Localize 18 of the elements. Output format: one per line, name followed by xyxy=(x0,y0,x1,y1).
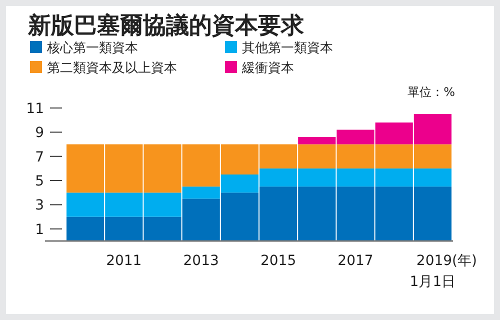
legend-label: 其他第一類資本 xyxy=(242,41,333,56)
y-tick-label: 5 xyxy=(35,174,44,190)
legend-label: 第二類資本及以上資本 xyxy=(47,61,177,76)
y-tick-label: 11 xyxy=(26,101,44,117)
x-tick-label: 2015 xyxy=(260,253,296,269)
x-tick-label: 2019(年) xyxy=(416,253,477,269)
x-tick-label: 2011 xyxy=(106,253,142,269)
y-tick-label: 7 xyxy=(35,149,44,166)
text: 1月1日 xyxy=(410,274,456,290)
text: 單位：% xyxy=(408,85,455,99)
x-tick-label: 2013 xyxy=(183,253,219,269)
x-tick-label: 2017 xyxy=(338,253,374,269)
chart-title: 新版巴塞爾協議的資本要求 xyxy=(27,12,305,39)
legend-label: 緩衝資本 xyxy=(241,61,294,76)
legend-label: 核心第一類資本 xyxy=(46,40,138,56)
y-tick-label: 1 xyxy=(35,222,44,238)
y-tick-label: 3 xyxy=(35,198,44,214)
y-tick-label: 9 xyxy=(35,125,44,142)
